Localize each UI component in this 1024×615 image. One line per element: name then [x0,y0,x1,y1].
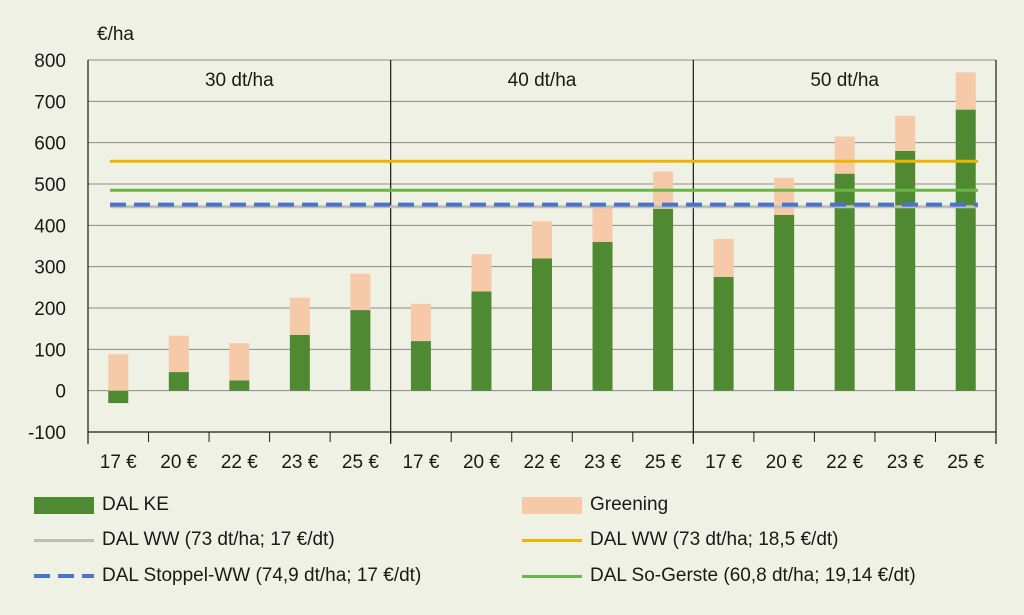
x-tick-label: 17 € [100,452,137,473]
x-tick-label: 25 € [947,452,984,473]
reference-lines [110,159,978,209]
y-tick-label: 800 [34,51,66,72]
y-tick-label: 600 [34,134,66,155]
legend-item-dal-so-gerste: DAL So-Gerste (60,8 dt/ha; 19,14 €/dt) [522,559,916,593]
x-tick-label: 22 € [826,452,863,473]
bar-dal-ke [168,372,189,391]
bar-greening [955,72,976,110]
x-tick-label: 20 € [463,452,500,473]
bar-greening [592,206,613,242]
legend-label-dal-ww-18-5: DAL WW (73 dt/ha; 18,5 €/dt) [590,529,839,550]
group-label: 30 dt/ha [205,70,274,91]
legend-swatch-dal-so-gerste [522,574,582,578]
bar-dal-ke [229,380,250,391]
legend-label-dal-ke: DAL KE [102,494,169,515]
x-tick-label: 25 € [645,452,682,473]
x-tick-label: 20 € [766,452,803,473]
legend-item-greening: Greening [522,488,668,522]
bar-dal-ke [955,109,976,391]
y-tick-label: 200 [34,299,66,320]
x-tick-label: 17 € [402,452,439,473]
bar-dal-ke [713,277,734,391]
legend-label-dal-ww-17: DAL WW (73 dt/ha; 17 €/dt) [102,529,335,550]
bar-dal-ke [834,173,855,391]
bar-greening [834,136,855,174]
legend: DAL KE Greening DAL WW (73 dt/ha; 17 €/d… [0,480,1024,615]
bar-dal-ke [653,208,674,391]
legend-swatch-dal-ww-17 [34,538,94,542]
bar-greening [713,238,734,277]
legend-label-greening: Greening [590,494,669,515]
x-tick-label: 23 € [887,452,924,473]
legend-label-dal-stoppel-ww: DAL Stoppel-WW (74,9 dt/ha; 17 €/dt) [102,565,422,586]
bar-greening [895,115,916,151]
bar-dal-ke [108,390,129,404]
bar-greening [471,254,492,292]
bars [108,72,976,404]
x-tick-label: 22 € [524,452,561,473]
bar-dal-ke [532,258,552,391]
x-tick-label: 23 € [584,452,621,473]
bar-greening [774,177,795,215]
bar-greening [229,343,250,381]
legend-swatch-dal-stoppel-ww [34,574,94,578]
legend-item-dal-ww-18-5: DAL WW (73 dt/ha; 18,5 €/dt) [522,523,839,557]
bar-dal-ke [289,334,310,391]
x-tick-label: 17 € [705,452,742,473]
legend-swatch-greening [522,496,582,514]
bar-greening [168,335,189,373]
group-label: 50 dt/ha [810,70,879,91]
y-tick-label: 500 [34,175,66,196]
x-tick-label: 20 € [160,452,197,473]
y-tick-label: 300 [34,258,66,279]
x-axis-ticks: 17 € 20 € 22 € 23 € 25 € 17 € 20 € 22 € 23 € 25 €… [87,431,996,473]
y-axis-ticks: 800 700 600 500 400 300 200 100 0 -100 [28,51,66,444]
bar-dal-ke [471,291,492,391]
y-tick-label: 0 [55,382,66,403]
legend-swatch-dal-ke [34,496,94,514]
x-tick-label: 25 € [342,452,379,473]
bar-greening [108,354,129,391]
group-label: 40 dt/ha [508,70,577,91]
x-tick-label: 22 € [221,452,258,473]
bar-dal-ke [410,341,431,391]
bar-dal-ke [592,241,613,391]
legend-item-dal-ww-17: DAL WW (73 dt/ha; 17 €/dt) [34,523,335,557]
y-axis-label: €/ha [97,24,134,45]
bar-greening [350,273,371,311]
y-tick-label: 400 [34,216,66,237]
y-tick-label: 700 [34,92,66,113]
x-tick-label: 23 € [281,452,318,473]
bar-greening [410,303,431,342]
bar-greening [289,297,310,335]
legend-item-dal-ke: DAL KE [34,488,169,522]
bar-dal-ke [774,215,795,391]
bar-dal-ke [350,310,371,391]
legend-item-dal-stoppel-ww: DAL Stoppel-WW (74,9 dt/ha; 17 €/dt) [34,559,421,593]
y-tick-label: 100 [34,340,66,361]
bar-dal-ke [895,150,916,391]
legend-swatch-dal-ww-18-5 [522,538,582,542]
y-tick-label: -100 [28,423,66,444]
legend-label-dal-so-gerste: DAL So-Gerste (60,8 dt/ha; 19,14 €/dt) [590,565,916,586]
group-panels: 30 dt/ha 40 dt/ha 50 dt/ha [87,60,997,444]
bar-greening [532,221,552,259]
